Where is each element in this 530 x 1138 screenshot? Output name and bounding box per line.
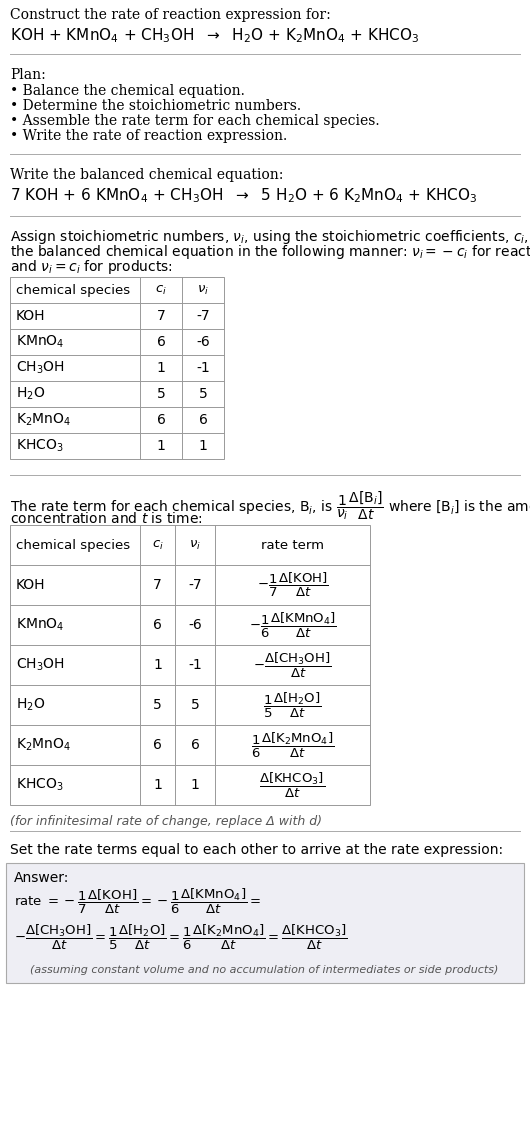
Text: • Assemble the rate term for each chemical species.: • Assemble the rate term for each chemic…	[10, 114, 379, 127]
Text: rate $= -\dfrac{1}{7}\dfrac{\Delta[\mathrm{KOH}]}{\Delta t} = -\dfrac{1}{6}\dfra: rate $= -\dfrac{1}{7}\dfrac{\Delta[\math…	[14, 887, 261, 916]
Text: 5: 5	[191, 698, 199, 712]
Text: 6: 6	[191, 739, 199, 752]
Text: • Determine the stoichiometric numbers.: • Determine the stoichiometric numbers.	[10, 99, 301, 113]
Text: $\dfrac{1}{5}\dfrac{\Delta[\mathrm{H_2O}]}{\Delta t}$: $\dfrac{1}{5}\dfrac{\Delta[\mathrm{H_2O}…	[263, 691, 322, 719]
Text: H$_2$O: H$_2$O	[16, 696, 45, 714]
Text: KMnO$_4$: KMnO$_4$	[16, 617, 65, 633]
Text: (for infinitesimal rate of change, replace Δ with d): (for infinitesimal rate of change, repla…	[10, 815, 322, 828]
Text: -7: -7	[196, 310, 210, 323]
Text: 6: 6	[156, 335, 165, 349]
Text: rate term: rate term	[261, 538, 324, 552]
Text: 1: 1	[153, 658, 162, 673]
Text: concentration and $t$ is time:: concentration and $t$ is time:	[10, 511, 202, 526]
Text: (assuming constant volume and no accumulation of intermediates or side products): (assuming constant volume and no accumul…	[30, 965, 498, 975]
Text: $-\dfrac{1}{7}\dfrac{\Delta[\mathrm{KOH}]}{\Delta t}$: $-\dfrac{1}{7}\dfrac{\Delta[\mathrm{KOH}…	[257, 571, 328, 599]
Text: -1: -1	[188, 658, 202, 673]
Text: $\dfrac{1}{6}\dfrac{\Delta[\mathrm{K_2MnO_4}]}{\Delta t}$: $\dfrac{1}{6}\dfrac{\Delta[\mathrm{K_2Mn…	[251, 731, 334, 759]
Text: $c_i$: $c_i$	[152, 538, 163, 552]
Text: 6: 6	[153, 618, 162, 632]
Text: the balanced chemical equation in the following manner: $\nu_i = -c_i$ for react: the balanced chemical equation in the fo…	[10, 244, 530, 261]
Bar	[10, 277, 224, 459]
Text: 7 KOH + 6 KMnO$_4$ + CH$_3$OH  $\rightarrow$  5 H$_2$O + 6 K$_2$MnO$_4$ + KHCO$_: 7 KOH + 6 KMnO$_4$ + CH$_3$OH $\rightarr…	[10, 185, 478, 205]
Text: Assign stoichiometric numbers, $\nu_i$, using the stoichiometric coefficients, $: Assign stoichiometric numbers, $\nu_i$, …	[10, 228, 530, 246]
Text: $c_i$: $c_i$	[155, 283, 167, 297]
Text: 7: 7	[157, 310, 165, 323]
Bar	[10, 525, 370, 805]
Text: $\nu_i$: $\nu_i$	[197, 283, 209, 297]
Text: and $\nu_i = c_i$ for products:: and $\nu_i = c_i$ for products:	[10, 258, 173, 277]
Text: chemical species: chemical species	[16, 538, 130, 552]
Text: 1: 1	[191, 778, 199, 792]
Text: K$_2$MnO$_4$: K$_2$MnO$_4$	[16, 412, 71, 428]
Text: Plan:: Plan:	[10, 68, 46, 82]
Text: KOH: KOH	[16, 578, 46, 592]
Text: 6: 6	[153, 739, 162, 752]
Text: 1: 1	[156, 361, 165, 376]
Text: 7: 7	[153, 578, 162, 592]
Text: -7: -7	[188, 578, 202, 592]
Text: KHCO$_3$: KHCO$_3$	[16, 438, 64, 454]
Text: 5: 5	[199, 387, 207, 401]
Text: KHCO$_3$: KHCO$_3$	[16, 777, 64, 793]
Text: Write the balanced chemical equation:: Write the balanced chemical equation:	[10, 168, 284, 182]
Text: 6: 6	[199, 413, 207, 427]
Text: KMnO$_4$: KMnO$_4$	[16, 333, 65, 351]
Text: -6: -6	[188, 618, 202, 632]
Text: CH$_3$OH: CH$_3$OH	[16, 360, 65, 377]
Text: 6: 6	[156, 413, 165, 427]
Text: 1: 1	[156, 439, 165, 453]
Text: 1: 1	[199, 439, 207, 453]
Text: -6: -6	[196, 335, 210, 349]
Text: • Balance the chemical equation.: • Balance the chemical equation.	[10, 84, 245, 98]
Text: The rate term for each chemical species, B$_i$, is $\dfrac{1}{\nu_i}\dfrac{\Delt: The rate term for each chemical species,…	[10, 489, 530, 521]
Text: $-\dfrac{\Delta[\mathrm{CH_3OH}]}{\Delta t} = \dfrac{1}{5}\dfrac{\Delta[\mathrm{: $-\dfrac{\Delta[\mathrm{CH_3OH}]}{\Delta…	[14, 923, 348, 953]
Text: $\dfrac{\Delta[\mathrm{KHCO_3}]}{\Delta t}$: $\dfrac{\Delta[\mathrm{KHCO_3}]}{\Delta …	[260, 770, 325, 800]
Text: $-\dfrac{\Delta[\mathrm{CH_3OH}]}{\Delta t}$: $-\dfrac{\Delta[\mathrm{CH_3OH}]}{\Delta…	[253, 651, 332, 679]
Text: $\nu_i$: $\nu_i$	[189, 538, 201, 552]
Text: $-\dfrac{1}{6}\dfrac{\Delta[\mathrm{KMnO_4}]}{\Delta t}$: $-\dfrac{1}{6}\dfrac{\Delta[\mathrm{KMnO…	[249, 610, 337, 640]
Text: Construct the rate of reaction expression for:: Construct the rate of reaction expressio…	[10, 8, 331, 22]
Text: KOH: KOH	[16, 310, 46, 323]
Text: CH$_3$OH: CH$_3$OH	[16, 657, 65, 674]
Text: Answer:: Answer:	[14, 871, 69, 885]
Text: K$_2$MnO$_4$: K$_2$MnO$_4$	[16, 736, 71, 753]
Text: 5: 5	[153, 698, 162, 712]
Text: KOH + KMnO$_4$ + CH$_3$OH  $\rightarrow$  H$_2$O + K$_2$MnO$_4$ + KHCO$_3$: KOH + KMnO$_4$ + CH$_3$OH $\rightarrow$ …	[10, 26, 419, 44]
Text: -1: -1	[196, 361, 210, 376]
Text: 1: 1	[153, 778, 162, 792]
Text: • Write the rate of reaction expression.: • Write the rate of reaction expression.	[10, 129, 287, 143]
Text: Set the rate terms equal to each other to arrive at the rate expression:: Set the rate terms equal to each other t…	[10, 843, 503, 857]
Text: H$_2$O: H$_2$O	[16, 386, 45, 402]
Bar	[6, 863, 524, 983]
Text: chemical species: chemical species	[16, 283, 130, 297]
Text: 5: 5	[157, 387, 165, 401]
